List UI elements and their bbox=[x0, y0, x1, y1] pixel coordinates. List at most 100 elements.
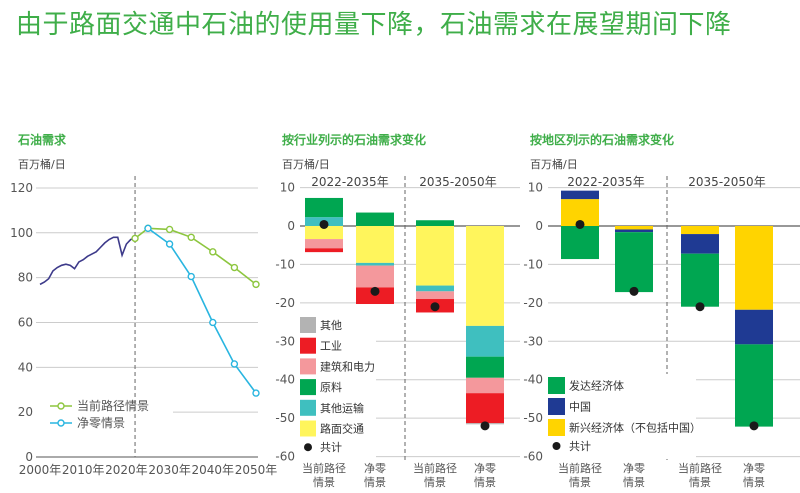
legend-swatch-industry bbox=[300, 337, 316, 354]
period-label: 2022-2035年 bbox=[311, 175, 388, 189]
legend-label-othertransport: 其他运输 bbox=[320, 401, 364, 415]
bar-segment-feedstock bbox=[356, 212, 394, 226]
data-point-nze bbox=[165, 240, 174, 248]
y-tick-label: -20 bbox=[275, 296, 295, 310]
y-tick-label: 10 bbox=[528, 181, 543, 195]
legend-label-emerging: 新兴经济体（不包括中国） bbox=[569, 421, 701, 435]
category-label: 情景 bbox=[569, 476, 591, 489]
category-label: 净零 bbox=[474, 461, 496, 475]
category-label: 当前路径 bbox=[302, 461, 346, 475]
y-tick-label: -50 bbox=[275, 411, 295, 425]
legend-label-china: 中国 bbox=[569, 401, 591, 414]
category-label: 情景 bbox=[424, 476, 446, 489]
y-tick-label: 80 bbox=[18, 271, 33, 285]
bar-segment-emerging bbox=[615, 226, 653, 230]
chart3-title: 按地区列示的石油需求变化 bbox=[530, 132, 674, 147]
data-point-nze bbox=[252, 389, 260, 397]
legend-swatch-china bbox=[548, 398, 565, 415]
y-tick-label: 40 bbox=[18, 360, 33, 374]
category-label: 情景 bbox=[364, 476, 386, 489]
x-tick-label: 2040年 bbox=[192, 463, 235, 477]
category-label: 情景 bbox=[743, 476, 765, 489]
chart2-unit: 百万桶/日 bbox=[282, 157, 330, 171]
category-label: 情景 bbox=[689, 476, 711, 489]
data-point-steps bbox=[187, 233, 195, 241]
bar-segment-advanced bbox=[615, 232, 653, 293]
data-point-nze bbox=[144, 224, 152, 233]
bar-segment-othertransport bbox=[466, 325, 504, 357]
series-line-nze bbox=[147, 227, 257, 394]
category-label: 当前路径 bbox=[558, 461, 602, 475]
y-tick-label: 60 bbox=[18, 315, 33, 329]
data-point-steps bbox=[131, 234, 139, 243]
bar-segment-emerging bbox=[681, 226, 719, 235]
total-marker bbox=[370, 286, 380, 296]
legend-swatch-buildings bbox=[300, 358, 316, 375]
series-line-steps bbox=[134, 227, 257, 285]
chart2-title: 按行业列示的石油需求变化 bbox=[282, 132, 426, 147]
bar-segment-china bbox=[561, 190, 599, 200]
bar-segment-buildings bbox=[305, 239, 343, 249]
bar-segment-industry bbox=[466, 393, 504, 424]
legend-label-nze: 净零情景 bbox=[77, 416, 125, 430]
data-point-nze bbox=[187, 272, 195, 281]
legend-swatch-feedstock bbox=[300, 379, 316, 396]
y-tick-label: 120 bbox=[10, 181, 33, 195]
legend-label-steps: 当前路径情景 bbox=[77, 398, 149, 413]
legend-background bbox=[546, 374, 696, 459]
chart1-title: 石油需求 bbox=[17, 132, 67, 147]
total-marker bbox=[695, 302, 705, 312]
y-tick-label: -20 bbox=[523, 296, 543, 310]
legend-marker-steps bbox=[57, 402, 65, 410]
category-label: 当前路径 bbox=[678, 461, 722, 475]
bar-segment-road bbox=[305, 226, 343, 240]
legend-label-industry: 工业 bbox=[320, 340, 342, 353]
bar-segment-buildings bbox=[356, 265, 394, 288]
bar-segment-feedstock bbox=[416, 220, 454, 226]
bar-segment-road bbox=[466, 226, 504, 326]
category-label: 情景 bbox=[474, 476, 496, 489]
y-tick-label: -30 bbox=[275, 334, 295, 348]
x-tick-label: 2000年 bbox=[19, 463, 62, 477]
y-tick-label: -10 bbox=[275, 257, 295, 271]
y-tick-label: -40 bbox=[523, 373, 543, 387]
y-tick-label: -60 bbox=[523, 450, 543, 464]
legend-marker-nze bbox=[57, 419, 65, 427]
legend-swatch-other bbox=[300, 317, 316, 333]
x-tick-label: 2020年 bbox=[105, 463, 148, 477]
total-marker bbox=[575, 219, 585, 229]
category-label: 情景 bbox=[623, 476, 645, 489]
total-marker bbox=[629, 286, 639, 296]
y-tick-label: 0 bbox=[287, 219, 295, 233]
category-label: 净零 bbox=[364, 461, 386, 475]
total-marker bbox=[319, 219, 329, 229]
data-point-steps bbox=[165, 225, 174, 234]
y-tick-label: 10 bbox=[280, 181, 295, 195]
legend-label-road: 路面交通 bbox=[320, 422, 364, 436]
total-marker bbox=[480, 421, 490, 431]
bar-segment-road bbox=[416, 226, 454, 286]
y-tick-label: -10 bbox=[523, 257, 543, 271]
category-label: 净零 bbox=[743, 461, 765, 475]
data-point-nze bbox=[209, 318, 217, 327]
x-tick-label: 2010年 bbox=[62, 463, 105, 477]
bar-segment-feedstock bbox=[305, 197, 343, 218]
bar-segment-industry bbox=[305, 248, 343, 253]
bar-segment-china bbox=[735, 309, 773, 345]
category-label: 当前路径 bbox=[413, 461, 457, 475]
legend-label-buildings: 建筑和电力 bbox=[320, 359, 375, 373]
period-label: 2035-2050年 bbox=[688, 175, 765, 189]
data-point-steps bbox=[252, 280, 260, 289]
y-tick-label: 100 bbox=[10, 226, 33, 240]
data-point-steps bbox=[230, 263, 239, 272]
x-tick-label: 2030年 bbox=[148, 463, 191, 477]
x-tick-label: 2050年 bbox=[235, 463, 278, 477]
period-label: 2022-2035年 bbox=[567, 175, 644, 189]
data-point-steps bbox=[209, 248, 217, 256]
data-point-nze bbox=[230, 360, 239, 368]
bar-segment-buildings bbox=[466, 377, 504, 394]
bar-segment-china bbox=[681, 234, 719, 254]
y-tick-label: 0 bbox=[25, 450, 33, 464]
category-label: 情景 bbox=[313, 476, 335, 489]
legend-total-marker bbox=[304, 443, 312, 452]
